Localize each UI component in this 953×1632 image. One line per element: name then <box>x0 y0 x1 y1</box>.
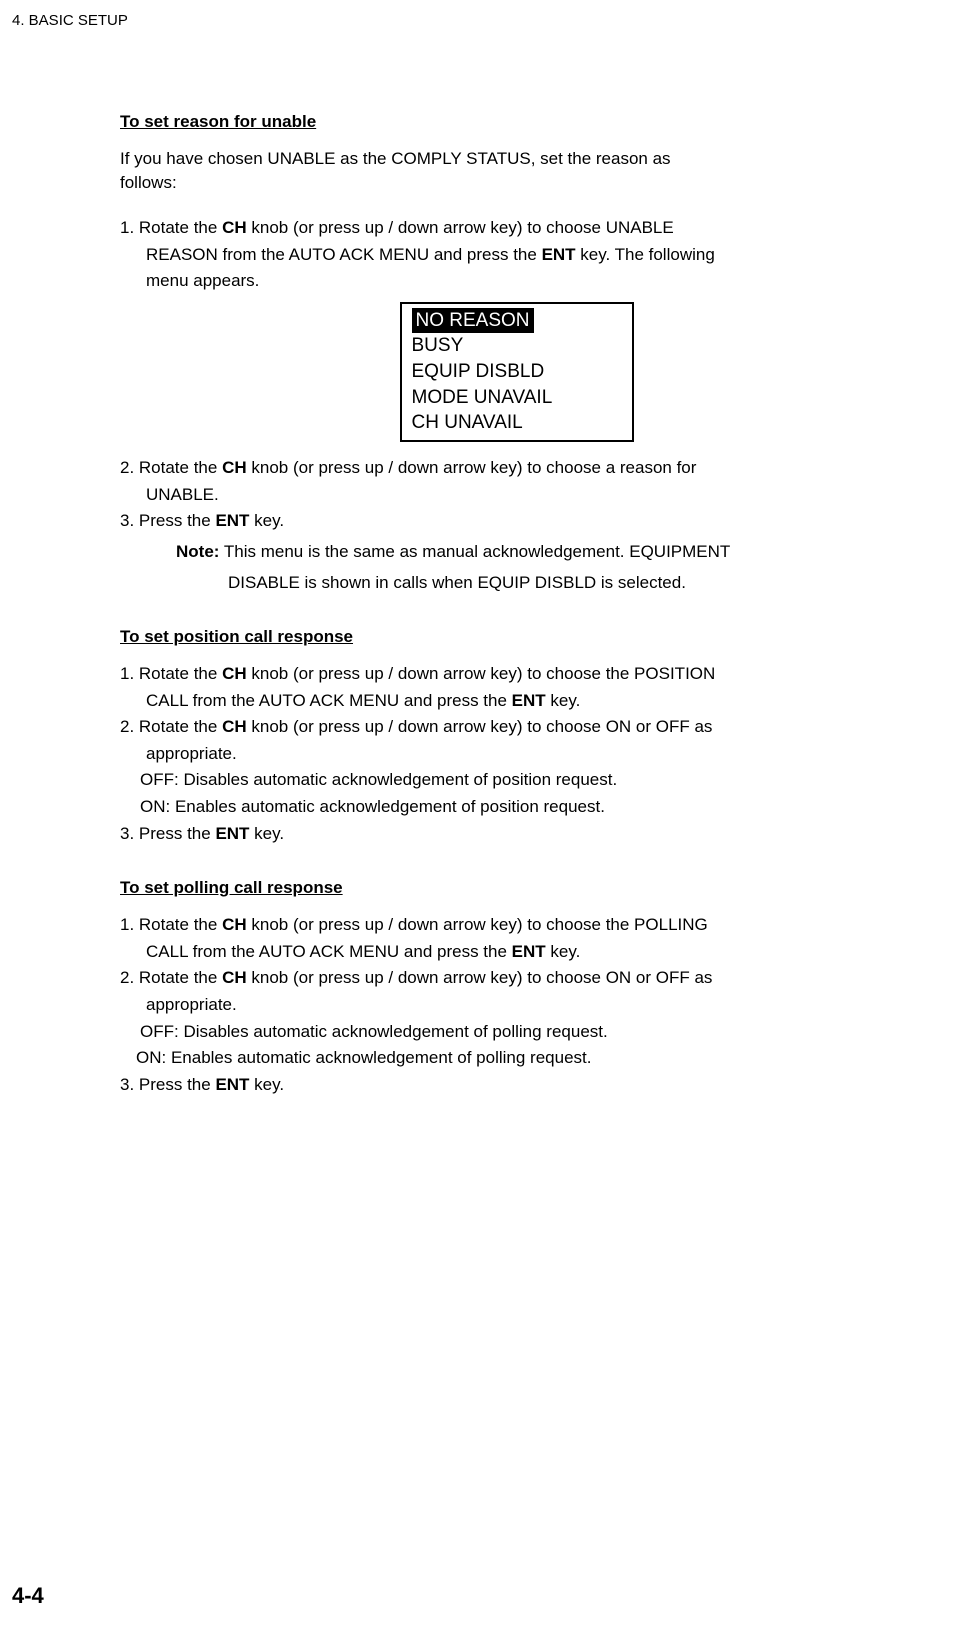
sec3-step1-cont: CALL from the AUTO ACK MENU and press th… <box>146 940 913 965</box>
menu-item: BUSY <box>412 333 632 359</box>
sec1-step1: 1. Rotate the CH knob (or press up / dow… <box>120 216 913 241</box>
sec1-step3: 3. Press the ENT key. <box>120 509 913 534</box>
text: knob (or press up / down arrow key) to c… <box>247 664 716 683</box>
menu-item: EQUIP DISBLD <box>412 359 632 385</box>
sec3-on: ON: Enables automatic acknowledgement of… <box>136 1046 913 1071</box>
text: REASON from the AUTO ACK MENU and press … <box>146 245 542 264</box>
sec3-heading: To set polling call response <box>120 876 913 901</box>
sec1-note-cont: DISABLE is shown in calls when EQUIP DIS… <box>148 571 913 596</box>
text: key. <box>249 1075 284 1094</box>
text: 1. Rotate the <box>120 664 222 683</box>
kw-ch: CH <box>222 968 247 987</box>
sec2-step1: 1. Rotate the CH knob (or press up / dow… <box>120 662 913 687</box>
page-number: 4-4 <box>12 1580 44 1612</box>
text: key. <box>249 824 284 843</box>
sec1-step2-cont: UNABLE. <box>146 483 913 508</box>
text: 2. Rotate the <box>120 968 222 987</box>
sec2-step1-cont: CALL from the AUTO ACK MENU and press th… <box>146 689 913 714</box>
sec1-intro: If you have chosen UNABLE as the COMPLY … <box>120 147 913 196</box>
text: key. <box>546 691 581 710</box>
menu-sel-text: NO REASON <box>412 308 534 334</box>
text: 1. Rotate the <box>120 915 222 934</box>
sec2-on: ON: Enables automatic acknowledgement of… <box>140 795 913 820</box>
sec1-note: Note: This menu is the same as manual ac… <box>148 540 913 565</box>
kw-ent: ENT <box>215 1075 249 1094</box>
text: This menu is the same as manual acknowle… <box>219 542 730 561</box>
text: 2. Rotate the <box>120 717 222 736</box>
page-content: To set reason for unable If you have cho… <box>120 80 913 1100</box>
text: knob (or press up / down arrow key) to c… <box>247 717 713 736</box>
sec2-step2-cont: appropriate. <box>146 742 913 767</box>
reason-menu: NO REASON BUSY EQUIP DISBLD MODE UNAVAIL… <box>400 302 634 442</box>
sec2-step3: 3. Press the ENT key. <box>120 822 913 847</box>
sec1-step1-cont2: menu appears. <box>146 269 913 294</box>
text: 2. Rotate the <box>120 458 222 477</box>
text: If you have chosen UNABLE as the COMPLY … <box>120 147 913 172</box>
sec2-heading: To set position call response <box>120 625 913 650</box>
text: knob (or press up / down arrow key) to c… <box>247 218 674 237</box>
text: 3. Press the <box>120 824 215 843</box>
kw-ent: ENT <box>512 942 546 961</box>
kw-ent: ENT <box>215 824 249 843</box>
note-label: Note: <box>176 542 219 561</box>
text: knob (or press up / down arrow key) to c… <box>247 915 708 934</box>
menu-item-selected: NO REASON <box>412 308 632 334</box>
text: follows: <box>120 171 913 196</box>
sec3-step2: 2. Rotate the CH knob (or press up / dow… <box>120 966 913 991</box>
sec1-step2: 2. Rotate the CH knob (or press up / dow… <box>120 456 913 481</box>
kw-ent: ENT <box>542 245 576 264</box>
text: key. <box>249 511 284 530</box>
kw-ent: ENT <box>512 691 546 710</box>
sec1-heading: To set reason for unable <box>120 110 913 135</box>
kw-ch: CH <box>222 717 247 736</box>
sec3-off: OFF: Disables automatic acknowledgement … <box>140 1020 913 1045</box>
menu-item: CH UNAVAIL <box>412 410 632 436</box>
text: key. <box>546 942 581 961</box>
text: knob (or press up / down arrow key) to c… <box>247 458 697 477</box>
sec2-off: OFF: Disables automatic acknowledgement … <box>140 768 913 793</box>
sec1-step1-cont: REASON from the AUTO ACK MENU and press … <box>146 243 913 268</box>
sec3-step3: 3. Press the ENT key. <box>120 1073 913 1098</box>
text: 3. Press the <box>120 1075 215 1094</box>
kw-ch: CH <box>222 915 247 934</box>
text: 1. Rotate the <box>120 218 222 237</box>
page-header: 4. BASIC SETUP <box>12 10 128 32</box>
sec3-step1: 1. Rotate the CH knob (or press up / dow… <box>120 913 913 938</box>
text: CALL from the AUTO ACK MENU and press th… <box>146 942 512 961</box>
sec2-step2: 2. Rotate the CH knob (or press up / dow… <box>120 715 913 740</box>
text: 3. Press the <box>120 511 215 530</box>
sec3-step2-cont: appropriate. <box>146 993 913 1018</box>
kw-ent: ENT <box>215 511 249 530</box>
text: knob (or press up / down arrow key) to c… <box>247 968 713 987</box>
kw-ch: CH <box>222 664 247 683</box>
text: CALL from the AUTO ACK MENU and press th… <box>146 691 512 710</box>
menu-item: MODE UNAVAIL <box>412 385 632 411</box>
kw-ch: CH <box>222 458 247 477</box>
kw-ch: CH <box>222 218 247 237</box>
text: key. The following <box>576 245 715 264</box>
